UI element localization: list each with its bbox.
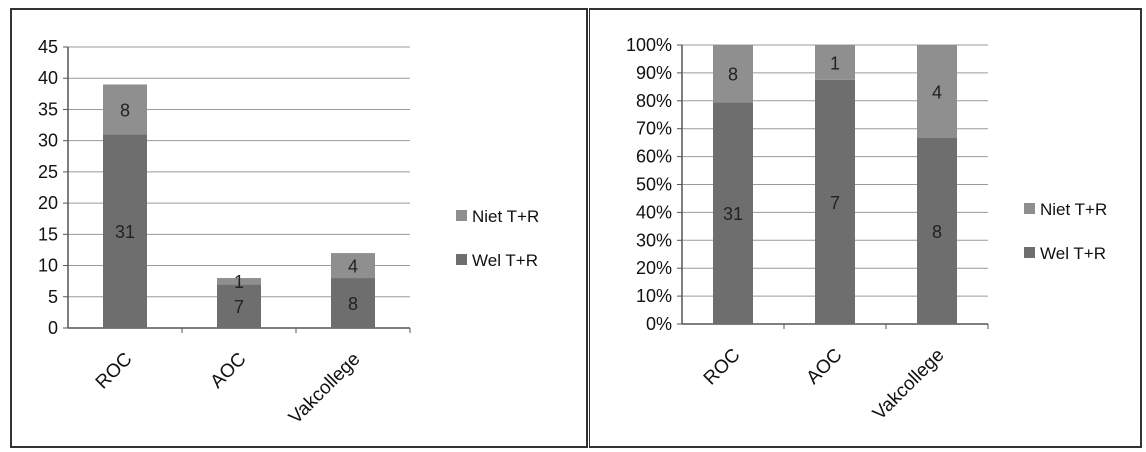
data-label: 8 xyxy=(120,100,130,120)
bar-segment xyxy=(815,45,855,80)
legend-swatch xyxy=(456,254,467,265)
x-tick-label: Vakcollege xyxy=(869,345,949,425)
y-tick-label: 10% xyxy=(636,286,672,306)
y-tick-label: 5 xyxy=(48,287,58,307)
data-label: 8 xyxy=(932,222,942,242)
x-tick-label: ROC xyxy=(700,345,745,390)
chart-panel-count: 0 5 10 15 20 25 30 35 40 45 31 8 ROC 7 1 AOC 8 4 Vakcolleg… xyxy=(10,8,588,448)
data-label: 1 xyxy=(234,272,244,292)
bar-segment xyxy=(217,278,261,285)
bar-segment xyxy=(331,253,375,279)
y-tick-label: 0% xyxy=(646,314,672,334)
y-tick-label: 70% xyxy=(636,119,672,139)
legend-label: Wel T+R xyxy=(1040,244,1106,263)
data-label: 31 xyxy=(115,222,135,242)
y-tick-label: 30% xyxy=(636,230,672,250)
legend-label: Niet T+R xyxy=(1040,200,1107,219)
legend-swatch xyxy=(1024,203,1035,214)
legend-label: Wel T+R xyxy=(472,251,538,270)
y-tick-label: 30 xyxy=(38,131,58,151)
legend-label: Niet T+R xyxy=(472,207,539,226)
y-tick-label: 40% xyxy=(636,202,672,222)
x-tick-label: AOC xyxy=(803,345,847,389)
y-tick-label: 80% xyxy=(636,91,672,111)
y-tick-label: 90% xyxy=(636,63,672,83)
legend-swatch xyxy=(1024,247,1035,258)
data-label: 7 xyxy=(234,297,244,317)
bar-segment xyxy=(713,102,753,324)
percent-chart: 0% 10% 20% 30% 40% 50% 60% 70% 80% 90% 100% 31 8 ROC 7… xyxy=(626,35,1107,425)
data-label: 8 xyxy=(728,65,738,85)
y-tick-label: 20% xyxy=(636,258,672,278)
legend-swatch xyxy=(456,210,467,221)
bar-segment xyxy=(713,45,753,103)
data-label: 7 xyxy=(830,193,840,213)
y-tick-label: 10 xyxy=(38,256,58,276)
bar-segment xyxy=(815,79,855,324)
bar-segment xyxy=(217,284,261,328)
y-tick-label: 15 xyxy=(38,224,58,244)
y-tick-label: 60% xyxy=(636,147,672,167)
y-tick-label: 100% xyxy=(626,35,672,55)
data-label: 4 xyxy=(932,83,942,103)
bar-segment xyxy=(917,45,957,138)
chart-panel-percent: 0% 10% 20% 30% 40% 50% 60% 70% 80% 90% 100% 31 8 ROC 7… xyxy=(589,8,1142,448)
bar-segment xyxy=(331,278,375,328)
y-tick-label: 50% xyxy=(636,175,672,195)
y-tick-label: 0 xyxy=(48,318,58,338)
y-tick-label: 35 xyxy=(38,99,58,119)
y-tick-label: 45 xyxy=(38,37,58,57)
y-tick-label: 25 xyxy=(38,162,58,182)
bar-segment xyxy=(917,138,957,324)
y-tick-label: 40 xyxy=(38,68,58,88)
x-tick-label: Vakcollege xyxy=(285,349,365,429)
x-tick-label: ROC xyxy=(92,349,137,394)
data-label: 1 xyxy=(830,53,840,73)
count-chart: 0 5 10 15 20 25 30 35 40 45 31 8 ROC 7 1 AOC 8 4 Vakcolleg… xyxy=(38,37,539,429)
data-label: 4 xyxy=(348,257,358,277)
bar-segment xyxy=(103,84,147,135)
data-label: 8 xyxy=(348,294,358,314)
bar-segment xyxy=(103,134,147,328)
x-tick-label: AOC xyxy=(207,349,251,393)
data-label: 31 xyxy=(723,204,743,224)
y-tick-label: 20 xyxy=(38,193,58,213)
